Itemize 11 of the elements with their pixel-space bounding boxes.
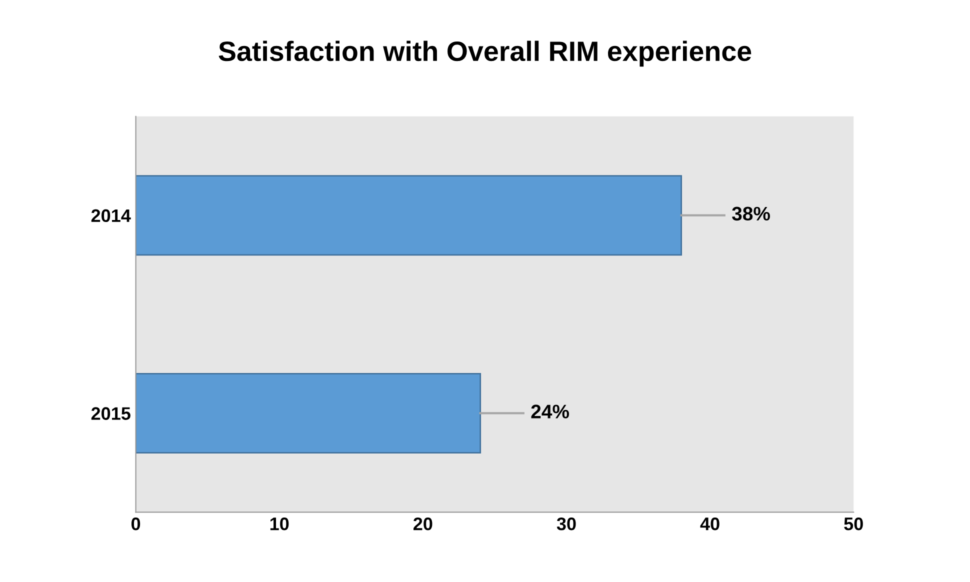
data-label: 24% xyxy=(531,404,569,418)
x-tick-label: 0 xyxy=(131,518,140,530)
x-tick-label: 30 xyxy=(556,518,576,530)
y-tick-label: 2015 xyxy=(91,407,130,420)
data-label: 38% xyxy=(732,206,770,221)
x-tick-label: 40 xyxy=(700,518,720,530)
y-tick-label: 2014 xyxy=(91,209,131,222)
x-tick-label: 50 xyxy=(844,518,863,530)
x-tick-label: 20 xyxy=(414,518,432,530)
chart-title: Satisfaction with Overall RIM experience xyxy=(218,40,752,67)
x-tick-label: 10 xyxy=(270,518,289,530)
